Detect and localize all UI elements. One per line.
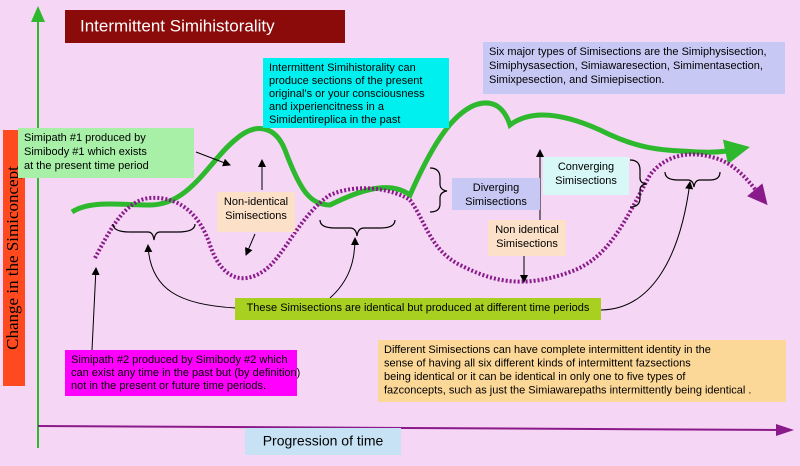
note-box [543, 157, 629, 195]
note-text: Converging [558, 161, 614, 173]
x-axis [37, 425, 781, 431]
note-text: These Simisections are identical but pro… [247, 302, 590, 314]
note-text: and ixperiencitness in a [269, 101, 385, 113]
note-text: Intermittent Simihistorality can [269, 62, 416, 74]
note-box [483, 42, 785, 94]
brace [664, 171, 721, 188]
note-text: Simiphysasection, Simiawaresection, Simi… [489, 60, 763, 72]
title-box [65, 10, 345, 43]
note-text: at the present time period [24, 160, 149, 172]
brace [112, 223, 196, 241]
arrow [599, 181, 694, 311]
note-text: produce sections of the present [269, 75, 422, 87]
brace [319, 219, 396, 237]
simipath-1 [70, 100, 750, 215]
brace [629, 159, 647, 208]
note-text: Non identical [495, 224, 559, 236]
note-text: sense of having all six different kinds … [384, 358, 691, 370]
note-text: Simisections [555, 175, 617, 187]
note-text: original's or your consciousness [269, 88, 425, 100]
note-box [217, 192, 295, 232]
note-text: Simipath #2 produced by Simibody #2 whic… [71, 354, 287, 366]
note-text: Simisections [465, 196, 527, 208]
note-text: Diverging [473, 182, 519, 194]
note-box [18, 128, 194, 178]
arrow [91, 267, 100, 351]
note-text: Simibody #1 which exists [24, 146, 147, 158]
arrow [245, 233, 256, 256]
note-box [378, 340, 786, 402]
notes: Intermittent Simihistorality canproduce … [18, 42, 786, 402]
arrow [144, 244, 237, 309]
x-axis-label: Progression of time [263, 433, 384, 449]
note-text: Non-identical [224, 196, 288, 208]
note-box [65, 350, 297, 396]
brace [429, 167, 448, 213]
arrow [195, 151, 231, 167]
x-axis-arrow [776, 424, 794, 436]
note-text: Six major types of Simisections are the … [489, 46, 767, 58]
note-text: Simisections [496, 238, 558, 250]
note-text: can exist any time in the past but (by d… [71, 367, 300, 379]
note-box [488, 220, 566, 256]
title: Intermittent Simihistorality [80, 16, 275, 35]
note-box [263, 58, 449, 128]
y-axis-arrow [31, 6, 45, 22]
x-label-box [245, 428, 401, 455]
note-text: Different Simisections can have complete… [384, 344, 711, 356]
y-label-box [3, 130, 25, 386]
note-text: being identical or it can be identical i… [384, 371, 686, 383]
note-text: Simidentireplica in the past [269, 114, 400, 126]
note-box [452, 178, 540, 210]
note-box [235, 298, 601, 320]
note-text: Simipath #1 produced by [24, 132, 146, 144]
note-text: not in the present or future time period… [71, 380, 266, 392]
note-text: Simixpesection, and Simiepisection. [489, 74, 664, 86]
y-axis-label: Change in the Simiconcept [3, 166, 22, 350]
note-text: fazconcepts, such as just the Simiawarep… [384, 385, 751, 397]
note-text: Simisections [225, 210, 287, 222]
arrow [329, 237, 359, 299]
